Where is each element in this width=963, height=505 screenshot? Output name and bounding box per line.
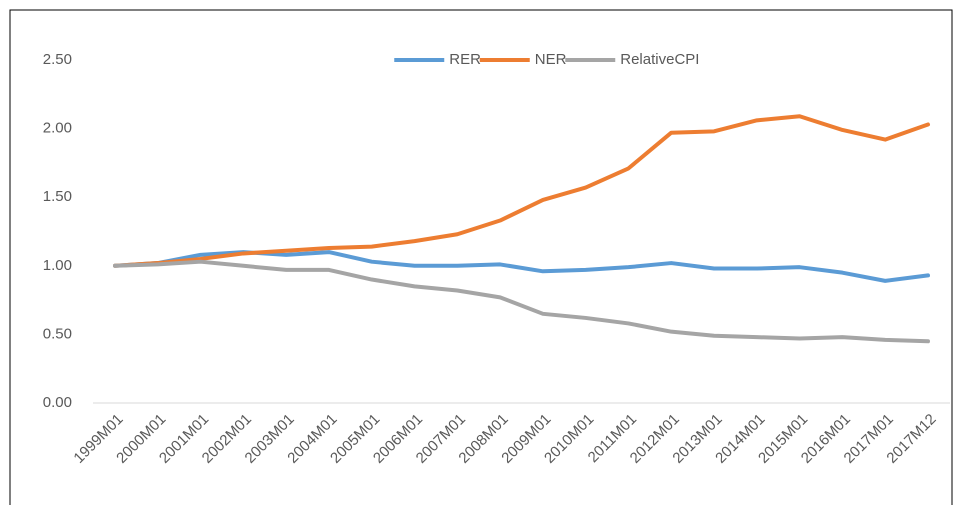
legend-label: NER	[535, 51, 567, 68]
y-tick-label: 2.00	[43, 120, 72, 137]
y-tick-label: 1.00	[43, 257, 72, 274]
y-tick-label: 2.50	[43, 51, 72, 68]
legend-label: RER	[449, 51, 481, 68]
y-tick-label: 0.50	[43, 325, 72, 342]
series-line	[113, 114, 930, 268]
legend-label: RelativeCPI	[620, 51, 699, 68]
y-tick-label: 0.00	[43, 394, 72, 411]
series-line	[113, 259, 930, 344]
chart-frame	[9, 9, 953, 505]
y-tick-label: 1.50	[43, 188, 72, 205]
